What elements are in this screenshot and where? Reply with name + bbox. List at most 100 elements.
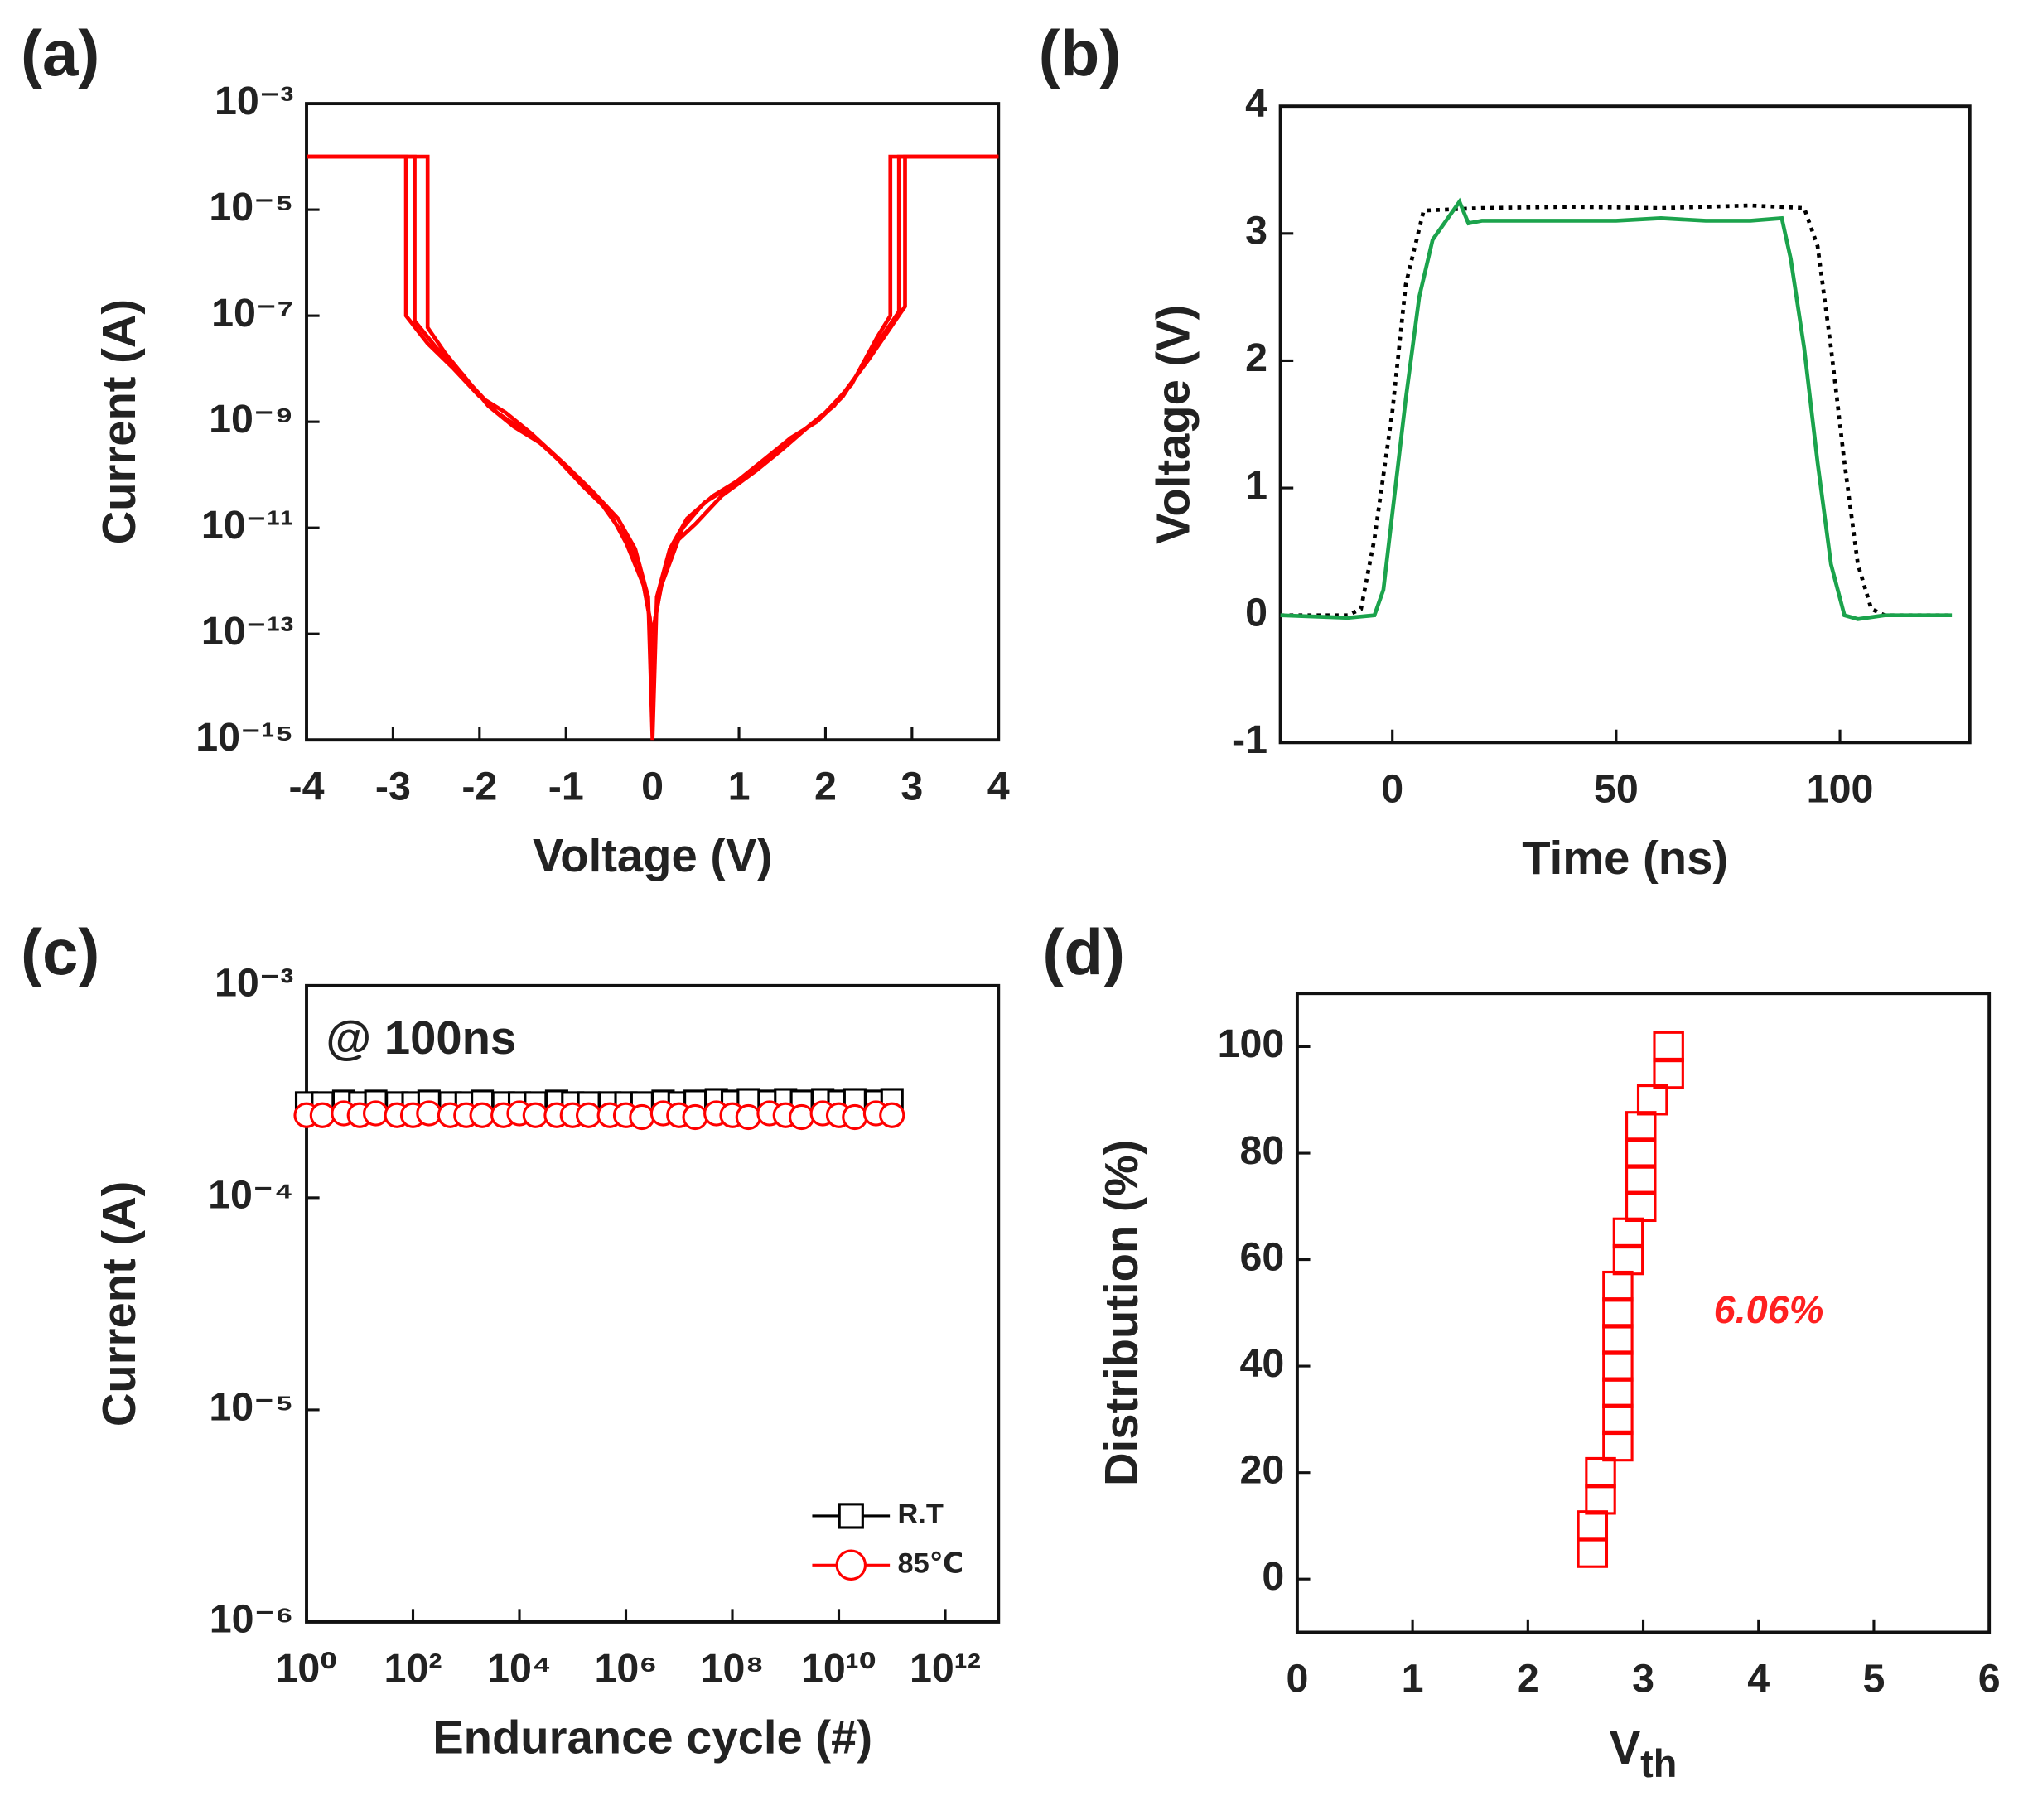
plot-frame xyxy=(305,983,1001,1624)
data-point xyxy=(788,1103,815,1131)
data-point xyxy=(1653,1031,1684,1063)
data-point xyxy=(1602,1377,1634,1408)
data-point xyxy=(1625,1164,1657,1195)
x-tick-label: 100 xyxy=(1807,766,1874,811)
x-tick-label: 1 xyxy=(1402,1657,1424,1702)
y-tick-label: 0 xyxy=(1245,590,1268,635)
x-axis-label: Time (ns) xyxy=(1522,832,1728,884)
x-axis-label-main: Endurance cycle (#) xyxy=(432,1711,872,1763)
x-tick-label: 10⁶ xyxy=(594,1646,657,1691)
legend-marker xyxy=(835,1549,867,1581)
annotation: @ 100ns xyxy=(326,1011,516,1064)
y-tick-label: 10⁻¹¹ xyxy=(201,503,294,548)
data-point xyxy=(416,1100,442,1127)
y-tick-label: 10⁻¹⁵ xyxy=(196,715,293,760)
data-point xyxy=(469,1102,495,1128)
y-tick-label: 20 xyxy=(1239,1447,1284,1492)
y-tick-label: 1 xyxy=(1245,463,1268,508)
data-point xyxy=(842,1103,868,1131)
y-axis-label: Distribution (%) xyxy=(1095,1140,1147,1486)
x-tick-label: 0 xyxy=(641,764,664,809)
legend-label: 85℃ xyxy=(897,1547,963,1579)
data-point xyxy=(1577,1510,1609,1542)
y-tick-label: 10⁻³ xyxy=(215,961,293,1006)
legend-marker xyxy=(838,1503,864,1529)
data-line xyxy=(307,154,999,635)
x-axis-label-sub: th xyxy=(1640,1742,1677,1785)
y-tick-label: 10⁻⁹ xyxy=(209,397,293,442)
y-tick-label: -1 xyxy=(1232,717,1268,762)
data-point xyxy=(575,1102,602,1128)
x-tick-label: -4 xyxy=(289,764,325,809)
y-tick-label: 60 xyxy=(1239,1234,1284,1279)
y-tick-label: 2 xyxy=(1245,336,1268,380)
y-tick-label: 10⁻⁵ xyxy=(209,185,293,229)
x-axis-label: Endurance cycle (#) xyxy=(432,1711,872,1763)
data-point xyxy=(1612,1243,1644,1276)
x-tick-label: 0 xyxy=(1286,1657,1308,1702)
x-tick-label: 10⁴ xyxy=(487,1646,552,1691)
data-point xyxy=(1585,1484,1616,1515)
x-tick-label: 2 xyxy=(814,764,837,809)
y-tick-label: 40 xyxy=(1239,1341,1284,1386)
x-axis-label: Vth xyxy=(1610,1721,1678,1785)
data-point xyxy=(1625,1137,1657,1169)
x-tick-label: -3 xyxy=(375,764,411,809)
data-point xyxy=(1602,1350,1634,1382)
y-axis-label: Current (A) xyxy=(93,299,145,545)
x-tick-label: 2 xyxy=(1517,1657,1539,1702)
x-tick-label: 10¹² xyxy=(910,1646,981,1691)
y-tick-label: 3 xyxy=(1245,209,1268,253)
y-tick-label: 100 xyxy=(1218,1021,1285,1066)
plot-frame xyxy=(1295,992,1992,1634)
y-axis-label: Current (A) xyxy=(93,1181,145,1427)
data-point xyxy=(1577,1537,1609,1568)
panel-label: (c) xyxy=(21,915,99,988)
x-tick-label: -1 xyxy=(548,764,584,809)
panel-label: (d) xyxy=(1042,915,1125,988)
data-point xyxy=(1602,1297,1634,1329)
y-tick-label: 80 xyxy=(1239,1128,1284,1173)
x-axis-label-main: Voltage (V) xyxy=(533,829,772,881)
data-point xyxy=(522,1102,548,1128)
y-tick-label: 4 xyxy=(1245,81,1268,126)
x-tick-label: 50 xyxy=(1594,766,1639,811)
data-point xyxy=(309,1102,336,1128)
x-tick-label: 4 xyxy=(987,764,1010,809)
x-tick-label: 3 xyxy=(901,764,923,809)
x-tick-label: 0 xyxy=(1381,766,1403,811)
x-tick-label: 10⁸ xyxy=(701,1646,765,1691)
data-point xyxy=(735,1103,761,1131)
data-point xyxy=(1602,1324,1634,1355)
data-point xyxy=(1653,1057,1684,1089)
x-tick-label: 10¹⁰ xyxy=(801,1646,876,1691)
x-tick-label: 10⁰ xyxy=(276,1646,338,1691)
x-tick-label: 5 xyxy=(1863,1657,1886,1702)
data-point xyxy=(1625,1190,1657,1223)
data-point xyxy=(362,1100,389,1127)
y-tick-label: 10⁻⁴ xyxy=(208,1173,293,1218)
data-point xyxy=(1636,1084,1668,1116)
plot-frame xyxy=(1278,104,1972,745)
data-point xyxy=(1625,1111,1657,1142)
y-axis-label: Voltage (V) xyxy=(1147,305,1200,544)
y-tick-label: 10⁻³ xyxy=(215,79,293,123)
panel-label: (b) xyxy=(1039,17,1122,89)
data-point xyxy=(1602,1430,1634,1462)
data-point xyxy=(1602,1270,1634,1302)
data-line xyxy=(307,154,999,688)
x-tick-label: -2 xyxy=(461,764,497,809)
x-axis-label-main: V xyxy=(1610,1721,1641,1774)
data-line xyxy=(1280,203,1953,618)
x-tick-label: 3 xyxy=(1632,1657,1654,1702)
y-tick-label: 10⁻¹³ xyxy=(201,609,294,654)
x-tick-label: 10² xyxy=(384,1646,442,1691)
data-point xyxy=(1602,1403,1634,1436)
x-tick-label: 6 xyxy=(1978,1657,2001,1702)
x-tick-label: 4 xyxy=(1747,1657,1770,1702)
y-tick-label: 0 xyxy=(1262,1554,1284,1599)
x-tick-label: 1 xyxy=(728,764,751,809)
data-line xyxy=(1280,197,1953,621)
data-point xyxy=(1612,1217,1644,1249)
data-point xyxy=(879,1102,905,1128)
